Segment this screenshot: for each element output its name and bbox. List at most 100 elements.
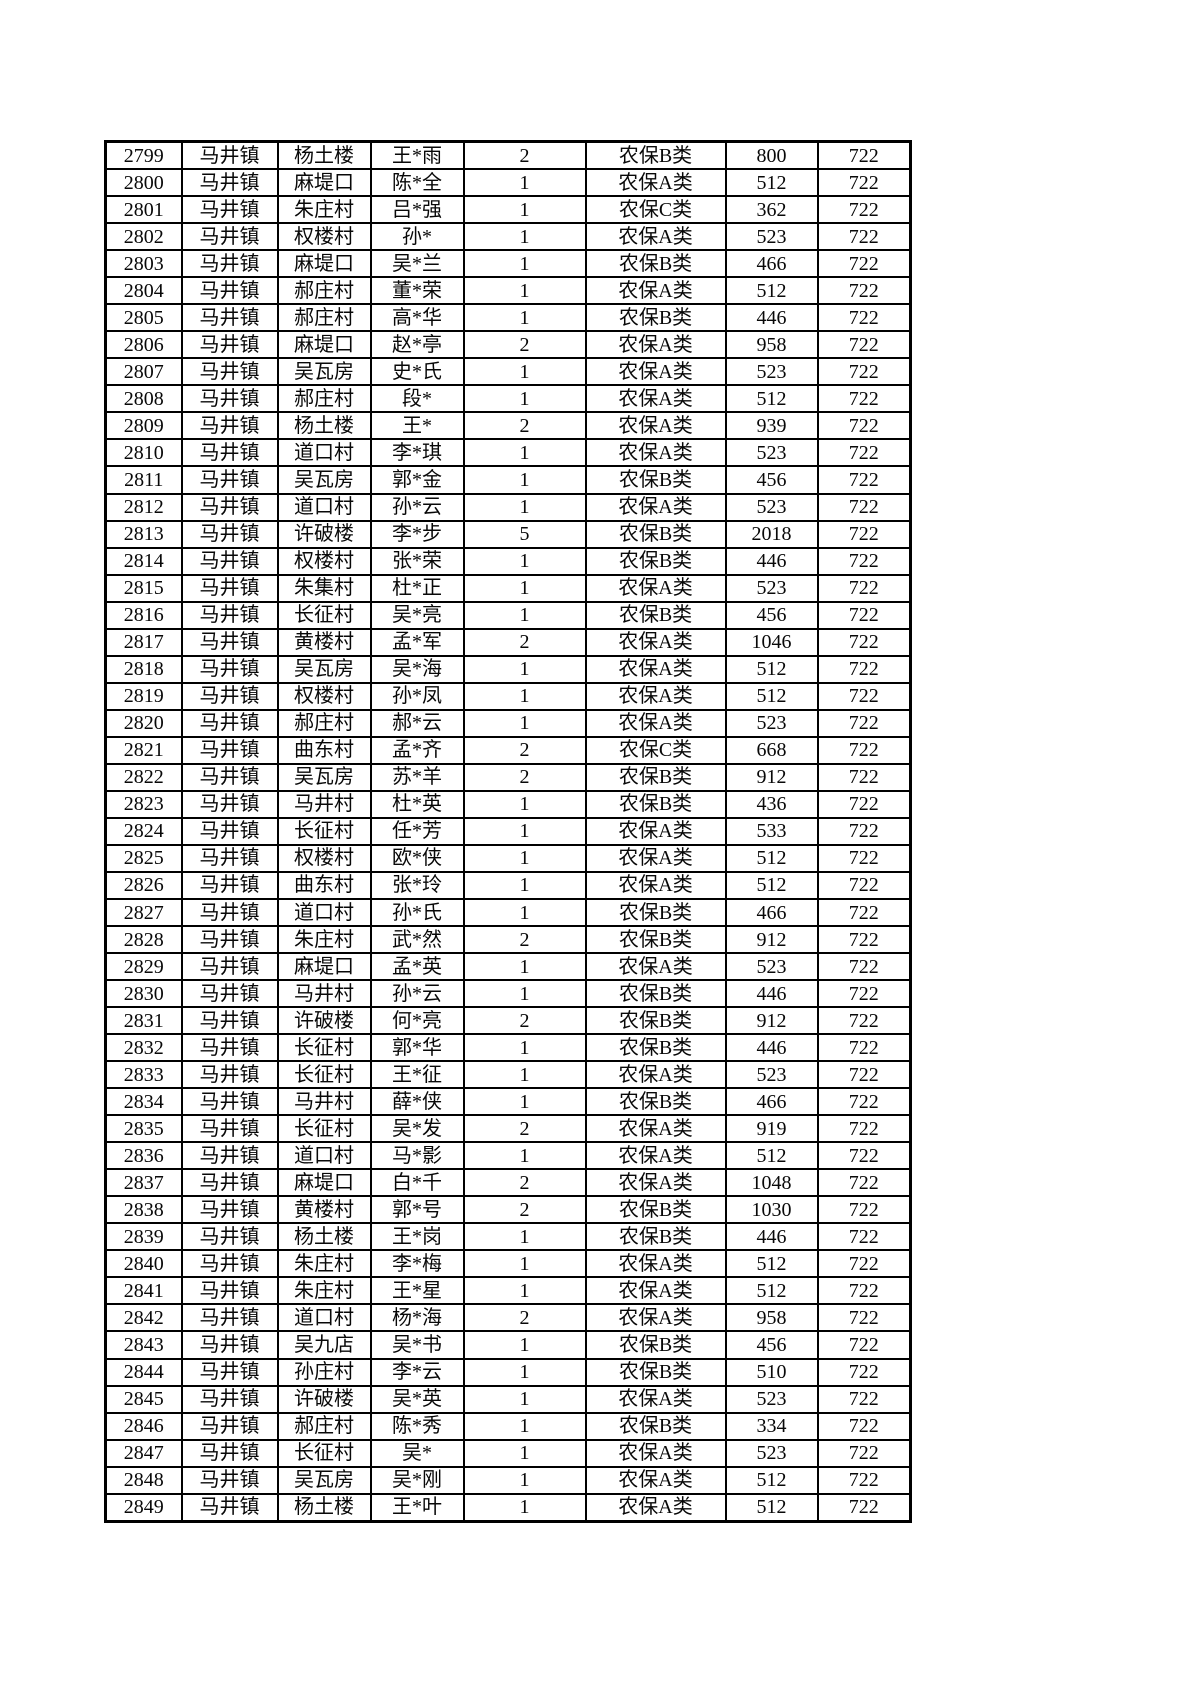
code-cell: 722 <box>816 1006 912 1036</box>
table-row: 2827 马井镇 道口村 孙*氏 1 农保B类 466 722 <box>104 897 912 928</box>
village-cell: 道口村 <box>276 1303 372 1333</box>
serial-cell: 2841 <box>104 1276 183 1306</box>
serial-cell: 2840 <box>104 1249 183 1279</box>
table-row: 2838 马井镇 黄楼村 郭*号 2 农保B类 1030 722 <box>104 1195 912 1225</box>
category-cell: 农保A类 <box>584 1303 727 1333</box>
table-row: 2842 马井镇 道口村 杨*海 2 农保A类 958 722 <box>104 1303 912 1333</box>
town-cell: 马井镇 <box>180 952 279 982</box>
count-cell: 2 <box>462 1168 587 1198</box>
town-cell: 马井镇 <box>180 600 279 630</box>
town-cell: 马井镇 <box>180 1438 279 1468</box>
village-cell: 麻堤口 <box>276 330 372 360</box>
category-cell: 农保B类 <box>584 140 727 171</box>
village-cell: 吴瓦房 <box>276 654 372 684</box>
town-cell: 马井镇 <box>180 276 279 306</box>
serial-cell: 2814 <box>104 546 183 576</box>
village-cell: 曲东村 <box>276 870 372 900</box>
code-cell: 722 <box>816 708 912 738</box>
code-cell: 722 <box>816 1168 912 1198</box>
village-cell: 吴瓦房 <box>276 465 372 495</box>
town-cell: 马井镇 <box>180 1357 279 1387</box>
town-cell: 马井镇 <box>180 870 279 900</box>
category-cell: 农保A类 <box>584 870 727 900</box>
village-cell: 权楼村 <box>276 681 372 711</box>
table-row: 2835 马井镇 长征村 吴*发 2 农保A类 919 722 <box>104 1114 912 1144</box>
amount-cell: 512 <box>724 1465 819 1495</box>
village-cell: 长征村 <box>276 1438 372 1468</box>
amount-cell: 800 <box>724 140 819 171</box>
amount-cell: 362 <box>724 195 819 225</box>
amount-cell: 912 <box>724 1006 819 1036</box>
category-cell: 农保A类 <box>584 1465 727 1495</box>
code-cell: 722 <box>816 1114 912 1144</box>
count-cell: 2 <box>462 1006 587 1036</box>
amount-cell: 512 <box>724 681 819 711</box>
town-cell: 马井镇 <box>180 1168 279 1198</box>
village-cell: 郝庄村 <box>276 1411 372 1441</box>
town-cell: 马井镇 <box>180 357 279 387</box>
code-cell: 722 <box>816 897 912 928</box>
village-cell: 长征村 <box>276 600 372 630</box>
serial-cell: 2823 <box>104 789 183 819</box>
serial-cell: 2813 <box>104 519 183 549</box>
table-row: 2818 马井镇 吴瓦房 吴*海 1 农保A类 512 722 <box>104 654 912 684</box>
town-cell: 马井镇 <box>180 1276 279 1306</box>
serial-cell: 2845 <box>104 1384 183 1414</box>
serial-cell: 2809 <box>104 411 183 441</box>
table-row: 2828 马井镇 朱庄村 武*然 2 农保B类 912 722 <box>104 925 912 955</box>
village-cell: 杨土楼 <box>276 140 372 171</box>
table-row: 2824 马井镇 长征村 任*芳 1 农保A类 533 722 <box>104 816 912 846</box>
table-row: 2843 马井镇 吴九店 吴*书 1 农保B类 456 722 <box>104 1330 912 1360</box>
town-cell: 马井镇 <box>180 925 279 955</box>
code-cell: 722 <box>816 140 912 171</box>
table-row: 2803 马井镇 麻堤口 吴*兰 1 农保B类 466 722 <box>104 249 912 279</box>
name-cell: 高*华 <box>369 303 465 333</box>
table-row: 2845 马井镇 许破楼 吴*英 1 农保A类 523 722 <box>104 1384 912 1414</box>
category-cell: 农保A类 <box>584 1060 727 1090</box>
code-cell: 722 <box>816 762 912 792</box>
code-cell: 722 <box>816 979 912 1009</box>
town-cell: 马井镇 <box>180 654 279 684</box>
count-cell: 1 <box>462 168 587 198</box>
amount-cell: 510 <box>724 1357 819 1387</box>
code-cell: 722 <box>816 1492 912 1523</box>
name-cell: 王*岗 <box>369 1222 465 1252</box>
amount-cell: 958 <box>724 1303 819 1333</box>
code-cell: 722 <box>816 573 912 603</box>
name-cell: 吴* <box>369 1438 465 1468</box>
code-cell: 722 <box>816 1276 912 1306</box>
count-cell: 1 <box>462 1060 587 1090</box>
serial-cell: 2839 <box>104 1222 183 1252</box>
table-row: 2840 马井镇 朱庄村 李*梅 1 农保A类 512 722 <box>104 1249 912 1279</box>
serial-cell: 2824 <box>104 816 183 846</box>
amount-cell: 436 <box>724 789 819 819</box>
count-cell: 1 <box>462 1141 587 1171</box>
category-cell: 农保C类 <box>584 195 727 225</box>
code-cell: 722 <box>816 952 912 982</box>
name-cell: 孙* <box>369 222 465 252</box>
code-cell: 722 <box>816 681 912 711</box>
name-cell: 杜*英 <box>369 789 465 819</box>
village-cell: 许破楼 <box>276 1384 372 1414</box>
amount-cell: 512 <box>724 654 819 684</box>
count-cell: 2 <box>462 140 587 171</box>
table-row: 2829 马井镇 麻堤口 孟*英 1 农保A类 523 722 <box>104 952 912 982</box>
code-cell: 722 <box>816 1222 912 1252</box>
serial-cell: 2830 <box>104 979 183 1009</box>
category-cell: 农保A类 <box>584 330 727 360</box>
village-cell: 曲东村 <box>276 735 372 765</box>
village-cell: 杨土楼 <box>276 411 372 441</box>
code-cell: 722 <box>816 1087 912 1117</box>
amount-cell: 523 <box>724 952 819 982</box>
amount-cell: 523 <box>724 357 819 387</box>
count-cell: 1 <box>462 1087 587 1117</box>
category-cell: 农保A类 <box>584 843 727 873</box>
serial-cell: 2821 <box>104 735 183 765</box>
category-cell: 农保A类 <box>584 168 727 198</box>
category-cell: 农保B类 <box>584 1330 727 1360</box>
count-cell: 1 <box>462 600 587 630</box>
count-cell: 1 <box>462 276 587 306</box>
name-cell: 张*荣 <box>369 546 465 576</box>
category-cell: 农保B类 <box>584 546 727 576</box>
table-row: 2839 马井镇 杨土楼 王*岗 1 农保B类 446 722 <box>104 1222 912 1252</box>
